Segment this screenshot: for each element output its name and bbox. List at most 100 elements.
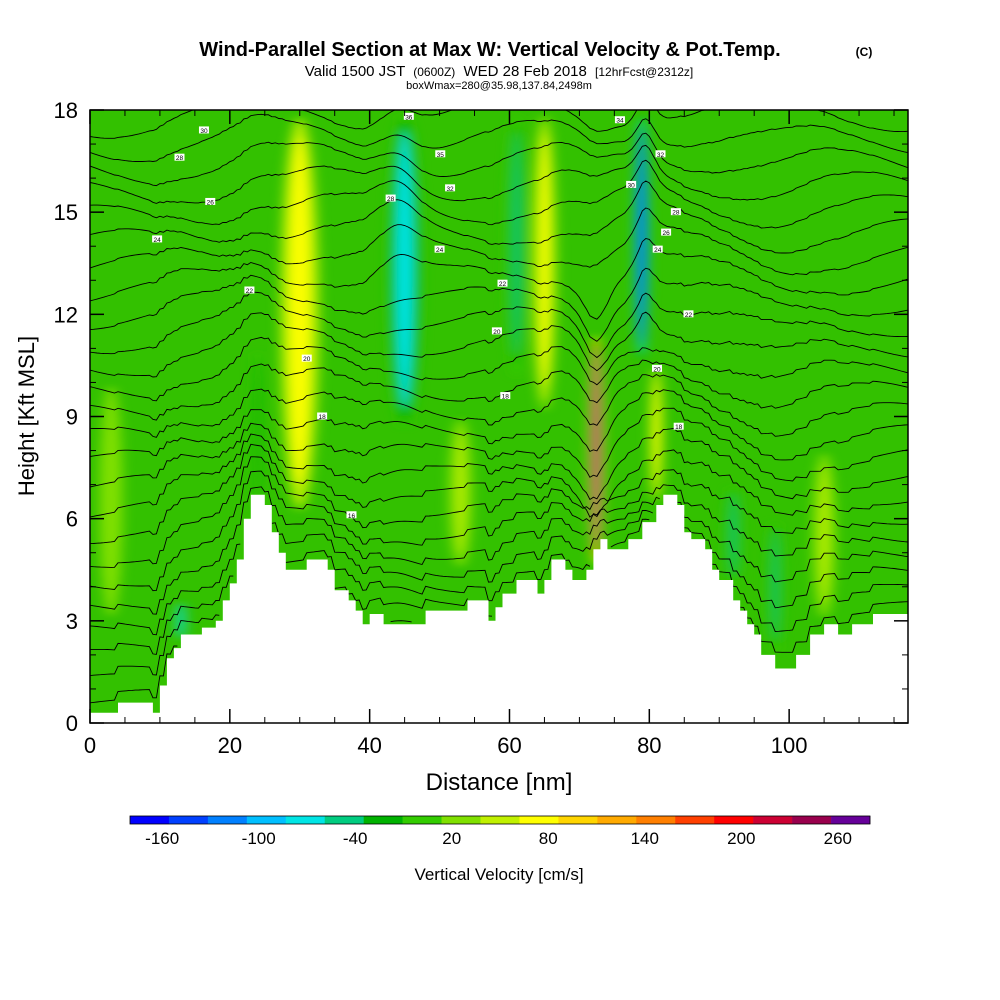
colorbar-swatch — [168, 816, 209, 824]
contour-label: 32 — [655, 150, 666, 159]
contour-label: 20 — [491, 327, 502, 336]
velocity-band — [820, 464, 828, 604]
contour-label-text: 30 — [628, 182, 636, 189]
isentrope-line — [90, 267, 908, 342]
contour-label: 24 — [152, 235, 163, 244]
colorbar-tick-label: 140 — [631, 829, 659, 848]
x-tick-label: 40 — [357, 733, 381, 758]
isentrope-line — [90, 132, 908, 187]
contour-label-text: 28 — [176, 155, 184, 162]
contour-label-text: 18 — [318, 414, 326, 421]
contour-label-bg — [434, 245, 445, 253]
contour-label: 22 — [683, 310, 694, 319]
x-axis-label: Distance [nm] — [426, 769, 573, 796]
velocity-band — [639, 130, 644, 340]
velocity-feature — [387, 114, 422, 429]
title-mark: (C) — [856, 45, 873, 59]
contour-label-text: 26 — [207, 199, 215, 206]
isentrope-line — [90, 336, 908, 402]
contour-label-bg — [652, 245, 663, 253]
isentrope-line — [90, 509, 908, 636]
velocity-feature — [252, 350, 264, 510]
contour-label-bg — [403, 112, 414, 120]
colorbar-swatch — [714, 816, 754, 824]
contour-label-bg — [435, 150, 446, 158]
isentrope-line — [90, 620, 412, 704]
contour-label-bg — [174, 153, 185, 161]
velocity-feature — [589, 334, 604, 566]
contour-label-text: 30 — [200, 128, 208, 135]
y-tick-label: 12 — [54, 302, 78, 327]
velocity-band — [293, 142, 307, 478]
contour-label-text: 24 — [436, 247, 444, 254]
contour-label-bg — [152, 235, 163, 243]
colorbar — [129, 815, 871, 825]
velocity-band — [456, 428, 465, 555]
contour-label-bg — [317, 412, 328, 420]
contour-label-bg — [670, 208, 681, 216]
x-tick-label: 0 — [84, 733, 96, 758]
velocity-feature — [279, 115, 320, 512]
contour-label: 30 — [626, 180, 637, 189]
contour-label-bg — [626, 180, 637, 188]
contour-label: 18 — [673, 422, 684, 431]
contour-label: 35 — [435, 150, 446, 159]
velocity-feature — [725, 485, 741, 586]
colorbar-swatch — [402, 816, 442, 824]
colorbar-tick-label: 20 — [442, 829, 461, 848]
contour-label-text: 32 — [657, 152, 665, 159]
contour-label-text: 16 — [348, 513, 356, 520]
contour-label-bg — [385, 194, 396, 202]
contour-label-text: 32 — [446, 186, 454, 193]
colorbar-tick-label: -160 — [145, 829, 179, 848]
colorbar-swatch — [246, 816, 287, 824]
colorbar-swatch — [597, 816, 637, 824]
velocity-band — [772, 529, 778, 642]
contour-label-text: 20 — [653, 366, 661, 373]
contour-label: 24 — [434, 245, 445, 254]
y-axis-label: Height [Kft MSL] — [14, 336, 39, 496]
chart-title: Wind-Parallel Section at Max W: Vertical… — [199, 39, 780, 61]
contour-label: 30 — [198, 126, 209, 135]
contour-label: 32 — [445, 184, 456, 193]
y-tick-label: 0 — [66, 711, 78, 736]
contour-label-bg — [655, 150, 666, 158]
contour-label-text: 24 — [654, 247, 662, 254]
colorbar-label: Vertical Velocity [cm/s] — [414, 865, 583, 884]
isentrope-line — [90, 518, 908, 655]
contour-label: 26 — [205, 197, 216, 206]
contour-label-text: 28 — [672, 210, 680, 217]
isentrope-line — [90, 359, 908, 421]
contour-label: 18 — [317, 412, 328, 421]
contour-label-bg — [500, 392, 511, 400]
colorbar-tick-labels: -160 -100 -40 20 80 140 200 260 — [145, 829, 852, 848]
velocity-feature — [532, 114, 557, 412]
isentrope-line — [90, 586, 908, 677]
contour-label-text: 22 — [685, 312, 693, 319]
colorbar-swatch — [792, 816, 832, 824]
contour-label: 20 — [652, 364, 663, 373]
contour-label: 36 — [403, 112, 414, 121]
velocity-feature — [506, 113, 527, 378]
contour-label: 28 — [174, 153, 185, 162]
contour-label: 28 — [670, 208, 681, 217]
contour-labels: 30 28 26 24 22 20 18 16 36 35 32 28 24 22 20 18 34 32 30 28… — [152, 112, 694, 520]
contour-label-bg — [614, 116, 625, 124]
contour-label-bg — [445, 184, 456, 192]
colorbar-swatch — [207, 816, 248, 824]
isentrope-line — [90, 113, 908, 162]
colorbar-swatch — [441, 816, 481, 824]
y-tick-label: 6 — [66, 507, 78, 532]
chart-subtitle-2: boxWmax=280@35.98,137.84,2498m — [406, 80, 592, 92]
contour-label: 26 — [661, 228, 672, 237]
contour-label-text: 35 — [437, 152, 445, 159]
colorbar-tick-label: 200 — [727, 829, 755, 848]
contour-label-bg — [683, 310, 694, 318]
contour-label-text: 22 — [246, 288, 254, 295]
colorbar-swatch — [753, 816, 793, 824]
isentrope-line — [90, 373, 908, 438]
contour-label-bg — [491, 327, 502, 335]
contour-label-text: 28 — [387, 196, 395, 203]
colorbar-swatch — [831, 816, 871, 824]
colorbar-swatch — [130, 816, 170, 824]
